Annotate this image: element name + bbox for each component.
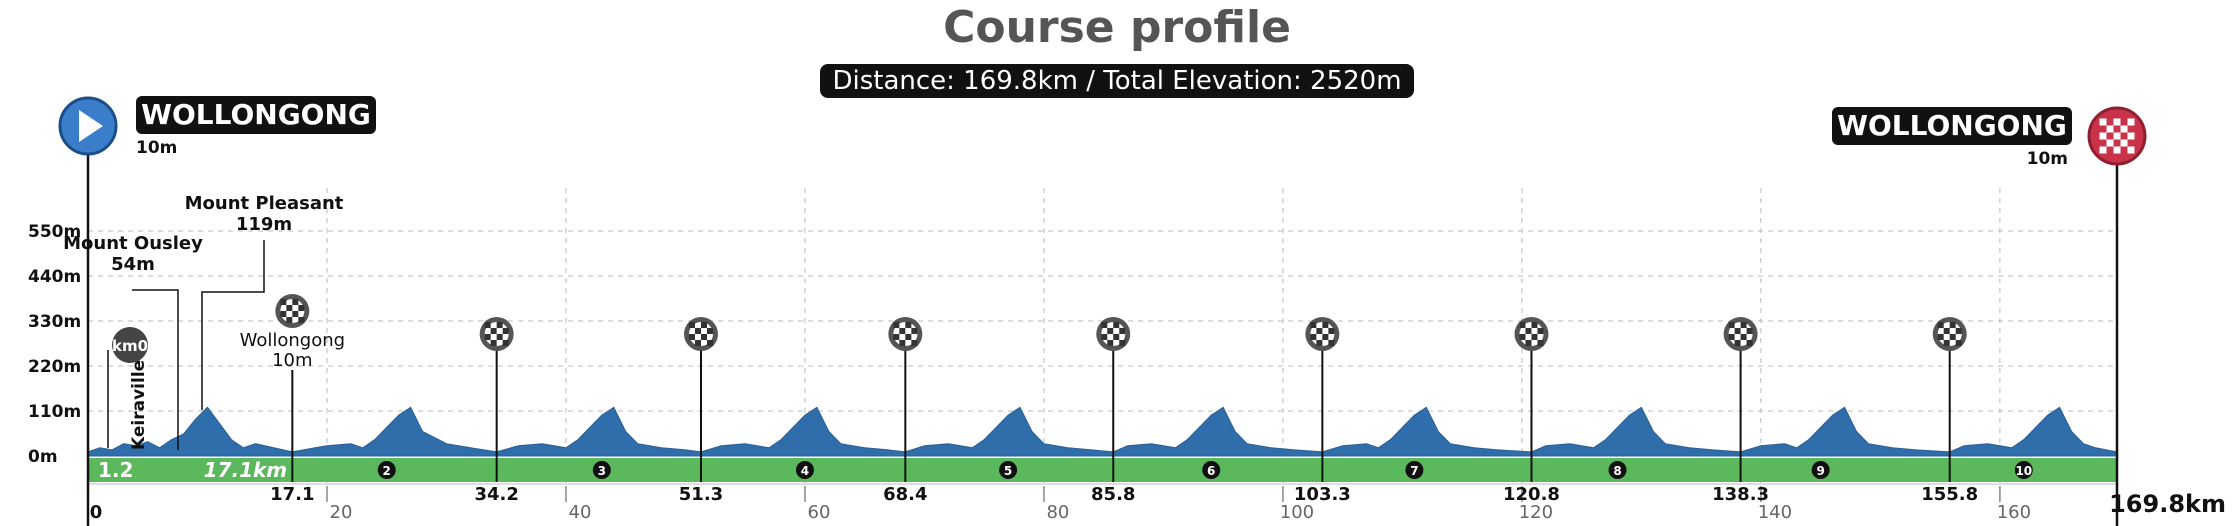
annotation-wollongong-name: Wollongong bbox=[240, 330, 345, 351]
km0-icon bbox=[112, 327, 148, 363]
elevation-profile-area bbox=[87, 406, 2118, 457]
road-band bbox=[88, 458, 2117, 482]
x-tick-label: 140 bbox=[1758, 502, 1792, 523]
lap-number: 6 bbox=[1207, 464, 1215, 478]
finish-checker-square bbox=[2106, 139, 2114, 147]
lap-marker bbox=[1405, 461, 1424, 479]
x-tick-label: 80 bbox=[1046, 502, 1069, 523]
lap-number: 8 bbox=[1613, 464, 1621, 478]
start-name: WOLLONGONG bbox=[141, 98, 371, 131]
mount-pleasant-leader bbox=[201, 240, 265, 410]
lap-number: 5 bbox=[1004, 464, 1012, 478]
finish-checker-square bbox=[2113, 118, 2121, 126]
annotation-mount-pleasant-elev: 119m bbox=[236, 214, 292, 235]
sprint-checkered-icon bbox=[888, 317, 923, 351]
annotation-mount-pleasant-name: Mount Pleasant bbox=[185, 193, 344, 214]
sprint-km-label: 51.3 bbox=[679, 484, 723, 505]
sprint-km-label: 68.4 bbox=[883, 484, 927, 505]
subtitle-wrap: Distance: 169.8km / Total Elevation: 252… bbox=[0, 64, 2234, 98]
sprint-km-label: 120.8 bbox=[1503, 484, 1560, 505]
lap-marker bbox=[592, 461, 611, 479]
finish-checker-square bbox=[2099, 146, 2107, 154]
sprint-checkered-icon bbox=[1723, 317, 1758, 351]
y-tick-label: 110m bbox=[28, 402, 81, 422]
lap-number: 10 bbox=[2015, 464, 2032, 478]
x-tick-label: 60 bbox=[808, 502, 831, 523]
lap-marker bbox=[1608, 461, 1627, 479]
y-tick-label: 220m bbox=[28, 357, 81, 377]
total-distance-label: 169.8km bbox=[2109, 490, 2226, 518]
lap-marker bbox=[377, 461, 396, 479]
x-tick-label: 100 bbox=[1280, 502, 1314, 523]
lap-marker bbox=[2014, 461, 2033, 479]
finish-checker-square bbox=[2113, 132, 2121, 140]
intermediate-checkered-icon bbox=[275, 294, 310, 328]
sprint-checkered-icon bbox=[1514, 317, 1549, 351]
sprint-km-label: 17.1 bbox=[270, 484, 314, 505]
finish-checker-square bbox=[2113, 146, 2121, 154]
lap-number: 2 bbox=[383, 464, 391, 478]
sprint-km-label: 34.2 bbox=[474, 484, 518, 505]
annotation-keiraville: Keiraville bbox=[129, 360, 149, 450]
x-tick-label: 40 bbox=[569, 502, 592, 523]
sprint-km-label: 155.8 bbox=[1921, 484, 1978, 505]
km0-label: km0 bbox=[112, 337, 148, 355]
annotation-mount-ousley-elev: 54m bbox=[111, 254, 155, 275]
mount-ousley-leader bbox=[132, 289, 179, 450]
lap-marker bbox=[1202, 461, 1221, 479]
start-name-box bbox=[136, 96, 376, 134]
lap-number: 9 bbox=[1816, 464, 1824, 478]
chart-subtitle: Distance: 169.8km / Total Elevation: 252… bbox=[820, 64, 1414, 98]
y-tick-label: 550m bbox=[28, 222, 81, 242]
y-tick-label: 330m bbox=[28, 312, 81, 332]
sprint-km-label: 85.8 bbox=[1091, 484, 1135, 505]
annotation-wollongong-elev: 10m bbox=[272, 350, 312, 371]
lap-marker bbox=[795, 461, 814, 479]
finish-name-box bbox=[1832, 107, 2072, 145]
x-tick-label: 20 bbox=[330, 502, 353, 523]
start-play-triangle bbox=[79, 110, 103, 142]
finish-name: WOLLONGONG bbox=[1837, 109, 2067, 142]
sprint-checkered-icon bbox=[684, 317, 719, 351]
road-label-distance: 1.2 bbox=[98, 458, 133, 482]
lap-number: 7 bbox=[1410, 464, 1418, 478]
lap-marker bbox=[999, 461, 1018, 479]
finish-elevation: 10m bbox=[2027, 149, 2068, 169]
finish-checker-square bbox=[2127, 132, 2135, 140]
sprint-checkered-icon bbox=[1932, 317, 1967, 351]
annotation-mount-ousley-name: Mount Ousley bbox=[63, 233, 203, 254]
lap-number: 4 bbox=[801, 464, 809, 478]
x-tick-label: 160 bbox=[1997, 502, 2031, 523]
y-tick-label: 0m bbox=[28, 447, 58, 467]
finish-checker-square bbox=[2120, 125, 2128, 133]
finish-checker-square bbox=[2127, 118, 2135, 126]
x-tick-label: 120 bbox=[1519, 502, 1553, 523]
lap-marker bbox=[1811, 461, 1830, 479]
chart-title: Course profile bbox=[943, 2, 1291, 53]
finish-checker-square bbox=[2127, 146, 2135, 154]
finish-checker-square bbox=[2099, 118, 2107, 126]
finish-checker-square bbox=[2099, 132, 2107, 140]
finish-checker-square bbox=[2106, 125, 2114, 133]
sprint-km-label: 103.3 bbox=[1294, 484, 1351, 505]
x-tick-label: 0 bbox=[90, 502, 103, 523]
sprint-km-label: 138.3 bbox=[1712, 484, 1769, 505]
start-elevation: 10m bbox=[136, 138, 177, 158]
sprint-checkered-icon bbox=[1096, 317, 1131, 351]
road-label-lap-length: 17.1km bbox=[204, 458, 287, 482]
lap-number: 3 bbox=[598, 464, 606, 478]
sprint-checkered-icon bbox=[1305, 317, 1340, 351]
y-tick-label: 440m bbox=[28, 267, 81, 287]
sprint-checkered-icon bbox=[479, 317, 514, 351]
finish-checker-square bbox=[2120, 139, 2128, 147]
